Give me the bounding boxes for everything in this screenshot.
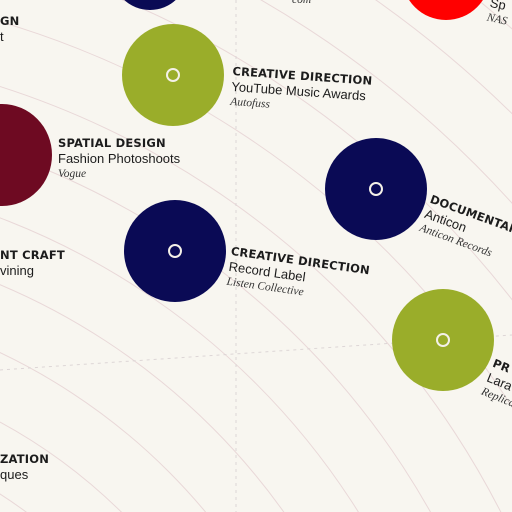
project-disc-anticon[interactable] <box>325 138 427 240</box>
orbit-ring <box>0 352 206 512</box>
label-bottom-left-partial: ZATION ques <box>0 452 49 482</box>
project-text: t <box>0 29 4 44</box>
label-fashion-photoshoots: SPATIAL DESIGN Fashion Photoshoots Vogue <box>58 136 180 180</box>
project-disc-lara[interactable] <box>392 289 494 391</box>
category-text: NT CRAFT <box>0 248 65 262</box>
disc-center-hole <box>168 244 182 258</box>
orbit-ring <box>0 421 122 512</box>
label-top-left-partial: GN t <box>0 14 19 44</box>
label-top-center-partial: com <box>292 0 311 6</box>
project-disc-top-navy[interactable] <box>112 0 188 10</box>
project-disc-record-label[interactable] <box>124 200 226 302</box>
project-disc-youtube-music-awards[interactable] <box>122 24 224 126</box>
disc-center-hole <box>369 182 383 196</box>
disc-center-hole <box>436 333 450 347</box>
label-left-craft-partial: NT CRAFT vining <box>0 248 65 278</box>
category-text: SPATIAL DESIGN <box>58 136 166 150</box>
category-text: ZATION <box>0 452 50 466</box>
disc-center-hole <box>166 68 180 82</box>
project-text: ques <box>0 467 29 482</box>
project-text: Fashion Photoshoots <box>58 151 181 166</box>
orbit-ring <box>0 480 160 512</box>
project-text: vining <box>0 263 34 278</box>
client-text: com <box>292 0 312 6</box>
category-text: GN <box>0 14 20 28</box>
client-text: Vogue <box>58 168 87 180</box>
